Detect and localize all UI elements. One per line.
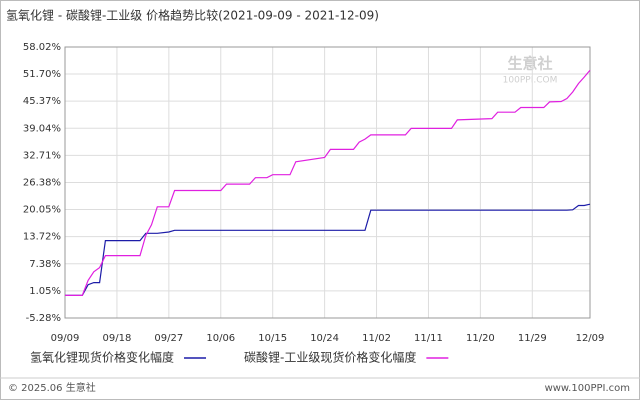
y-tick-label: 13.72% <box>23 232 61 243</box>
y-tick-label: 39.04% <box>23 123 61 134</box>
x-tick-label: 10/06 <box>206 333 235 344</box>
legend-label: 氢氧化锂现货价格变化幅度 <box>30 350 174 365</box>
series-line <box>65 69 591 296</box>
y-tick-label: -5.28% <box>26 313 61 324</box>
y-tick-label: 7.38% <box>29 259 61 270</box>
x-tick-label: 10/15 <box>258 333 287 344</box>
y-tick-label: 1.05% <box>29 286 61 297</box>
y-tick-label: 32.71% <box>23 150 61 161</box>
x-tick-label: 11/11 <box>414 333 443 344</box>
x-tick-label: 12/09 <box>576 333 605 344</box>
x-tick-label: 11/20 <box>466 333 495 344</box>
y-tick-label: 20.05% <box>23 205 61 216</box>
y-tick-label: 51.70% <box>23 69 61 80</box>
x-tick-label: 11/29 <box>518 333 547 344</box>
watermark-site: 100PPI.COM <box>503 76 558 86</box>
legend-label: 碳酸锂-工业级现货价格变化幅度 <box>244 350 416 365</box>
series-line <box>65 203 591 296</box>
y-tick-label: 45.37% <box>23 96 61 107</box>
watermark-brand: 生意社 <box>507 55 552 73</box>
x-tick-label: 09/18 <box>103 333 132 344</box>
plot-border <box>64 46 591 319</box>
y-tick-label: 26.38% <box>23 177 61 188</box>
footer-right: www.100PPI.com <box>545 383 630 394</box>
chart-title: 氢氧化锂 - 碳酸锂-工业级 价格趋势比较(2021-09-09 - 2021-… <box>6 8 379 23</box>
x-tick-label: 09/09 <box>51 333 80 344</box>
x-tick-label: 11/02 <box>362 333 391 344</box>
footer-left: © 2025.06 生意社 <box>8 381 96 394</box>
x-tick-label: 10/24 <box>310 333 339 344</box>
x-tick-label: 09/27 <box>154 333 183 344</box>
y-tick-label: 58.02% <box>23 42 61 53</box>
